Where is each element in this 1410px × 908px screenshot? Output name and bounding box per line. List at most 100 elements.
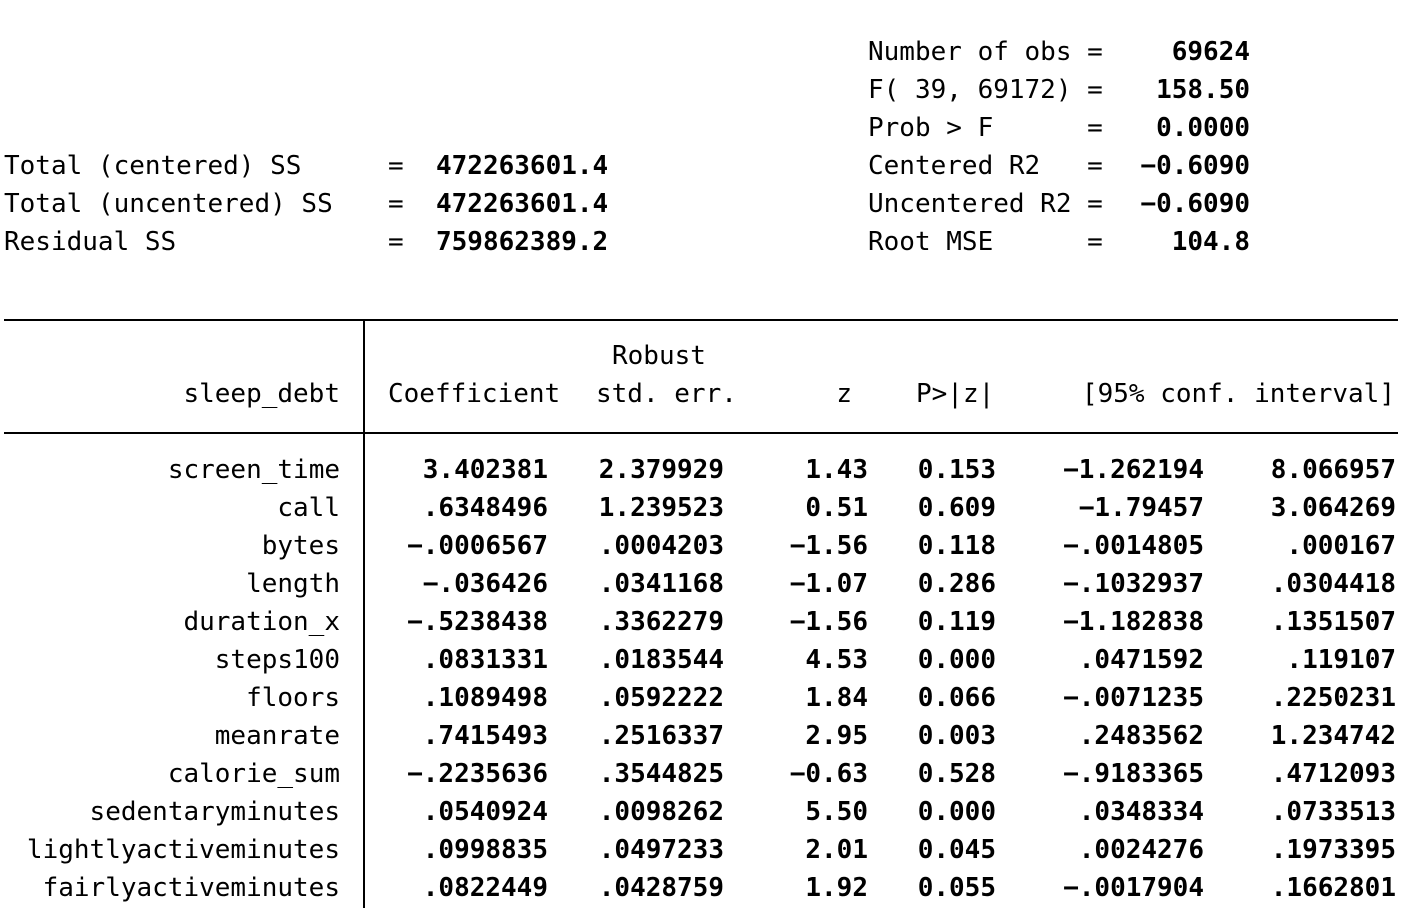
row-z: −1.56 <box>789 531 868 561</box>
ss-equals: = <box>388 189 404 219</box>
col-p-value: P>|z| <box>916 379 995 409</box>
row-coefficient: −.5238438 <box>407 607 548 637</box>
row-coefficient: .1089498 <box>422 683 548 713</box>
row-variable: screen_time <box>167 455 340 485</box>
row-ci-lower: −.0014805 <box>1063 531 1204 561</box>
row-z: 1.92 <box>805 873 868 903</box>
row-ci-lower: −1.182838 <box>1063 607 1204 637</box>
table-column-divider <box>363 320 365 908</box>
stat-value: 158.50 <box>1156 75 1250 105</box>
row-p-value: 0.066 <box>917 683 996 713</box>
row-ci-upper: 3.064269 <box>1270 493 1396 523</box>
row-ci-lower: −.1032937 <box>1063 569 1204 599</box>
row-ci-upper: .119107 <box>1286 645 1396 675</box>
ss-value: 759862389.2 <box>436 227 609 257</box>
row-p-value: 0.000 <box>917 645 996 675</box>
stat-label: Root MSE = <box>868 227 1103 257</box>
row-z: 1.43 <box>805 455 868 485</box>
row-variable: fairlyactiveminutes <box>42 873 340 903</box>
row-coefficient: .0540924 <box>422 797 548 827</box>
row-z: 1.84 <box>805 683 868 713</box>
row-ci-lower: −.9183365 <box>1063 759 1204 789</box>
row-ci-upper: .0304418 <box>1270 569 1396 599</box>
row-p-value: 0.119 <box>917 607 996 637</box>
row-coefficient: −.2235636 <box>407 759 548 789</box>
row-std-err: .0098262 <box>598 797 724 827</box>
row-std-err: .2516337 <box>598 721 724 751</box>
row-std-err: .0592222 <box>598 683 724 713</box>
row-variable: meanrate <box>214 721 340 751</box>
table-top-rule <box>4 319 1398 321</box>
row-variable: duration_x <box>183 607 340 637</box>
row-std-err: .0428759 <box>598 873 724 903</box>
row-variable: steps100 <box>214 645 340 675</box>
row-ci-lower: −1.79457 <box>1078 493 1204 523</box>
row-std-err: 1.239523 <box>598 493 724 523</box>
stat-label: Centered R2 = <box>868 151 1103 181</box>
row-z: 2.95 <box>805 721 868 751</box>
row-variable: bytes <box>261 531 340 561</box>
table-header-rule <box>4 432 1398 434</box>
row-z: 5.50 <box>805 797 868 827</box>
row-p-value: 0.153 <box>917 455 996 485</box>
row-variable: length <box>246 569 340 599</box>
row-std-err: .0497233 <box>598 835 724 865</box>
row-z: −1.56 <box>789 607 868 637</box>
stat-label: Uncentered R2 = <box>868 189 1103 219</box>
row-std-err: .0004203 <box>598 531 724 561</box>
row-variable: sedentaryminutes <box>89 797 340 827</box>
col-std-err: std. err. <box>596 379 737 409</box>
row-z: −1.07 <box>789 569 868 599</box>
row-ci-upper: .1662801 <box>1270 873 1396 903</box>
row-ci-upper: .2250231 <box>1270 683 1396 713</box>
row-z: 2.01 <box>805 835 868 865</box>
row-p-value: 0.003 <box>917 721 996 751</box>
row-ci-upper: .0733513 <box>1270 797 1396 827</box>
col-coefficient: Coefficient <box>388 379 561 409</box>
ss-label: Total (centered) SS <box>4 151 302 181</box>
row-p-value: 0.286 <box>917 569 996 599</box>
stat-value: 104.8 <box>1171 227 1250 257</box>
row-coefficient: −.0006567 <box>407 531 548 561</box>
stat-value: −0.6090 <box>1140 189 1250 219</box>
row-ci-upper: .1973395 <box>1270 835 1396 865</box>
row-variable: calorie_sum <box>167 759 340 789</box>
row-ci-lower: −.0017904 <box>1063 873 1204 903</box>
row-coefficient: .0998835 <box>422 835 548 865</box>
row-std-err: .3544825 <box>598 759 724 789</box>
row-z: 4.53 <box>805 645 868 675</box>
stat-value: −0.6090 <box>1140 151 1250 181</box>
ss-equals: = <box>388 151 404 181</box>
row-ci-upper: 8.066957 <box>1270 455 1396 485</box>
row-std-err: .0183544 <box>598 645 724 675</box>
stat-value: 69624 <box>1171 37 1250 67</box>
stat-label: Prob > F = <box>868 113 1103 143</box>
stat-label: F( 39, 69172) = <box>868 75 1103 105</box>
col-conf-interval: [95% conf. interval] <box>1081 379 1395 409</box>
stat-label: Number of obs = <box>868 37 1103 67</box>
row-p-value: 0.118 <box>917 531 996 561</box>
dependent-variable: sleep_debt <box>183 379 340 409</box>
row-p-value: 0.045 <box>917 835 996 865</box>
row-ci-upper: 1.234742 <box>1270 721 1396 751</box>
row-variable: floors <box>246 683 340 713</box>
ss-label: Residual SS <box>4 227 177 257</box>
ss-label: Total (uncentered) SS <box>4 189 333 219</box>
row-coefficient: .6348496 <box>422 493 548 523</box>
row-std-err: 2.379929 <box>598 455 724 485</box>
row-coefficient: .7415493 <box>422 721 548 751</box>
row-z: −0.63 <box>789 759 868 789</box>
row-variable: lightlyactiveminutes <box>26 835 340 865</box>
row-variable: call <box>277 493 340 523</box>
ss-value: 472263601.4 <box>436 151 609 181</box>
row-z: 0.51 <box>805 493 868 523</box>
stat-value: 0.0000 <box>1156 113 1250 143</box>
ss-equals: = <box>388 227 404 257</box>
row-ci-lower: .0348334 <box>1078 797 1204 827</box>
row-p-value: 0.528 <box>917 759 996 789</box>
row-coefficient: .0822449 <box>422 873 548 903</box>
row-ci-lower: −.0071235 <box>1063 683 1204 713</box>
row-coefficient: .0831331 <box>422 645 548 675</box>
row-ci-lower: .0471592 <box>1078 645 1204 675</box>
row-ci-upper: .000167 <box>1286 531 1396 561</box>
